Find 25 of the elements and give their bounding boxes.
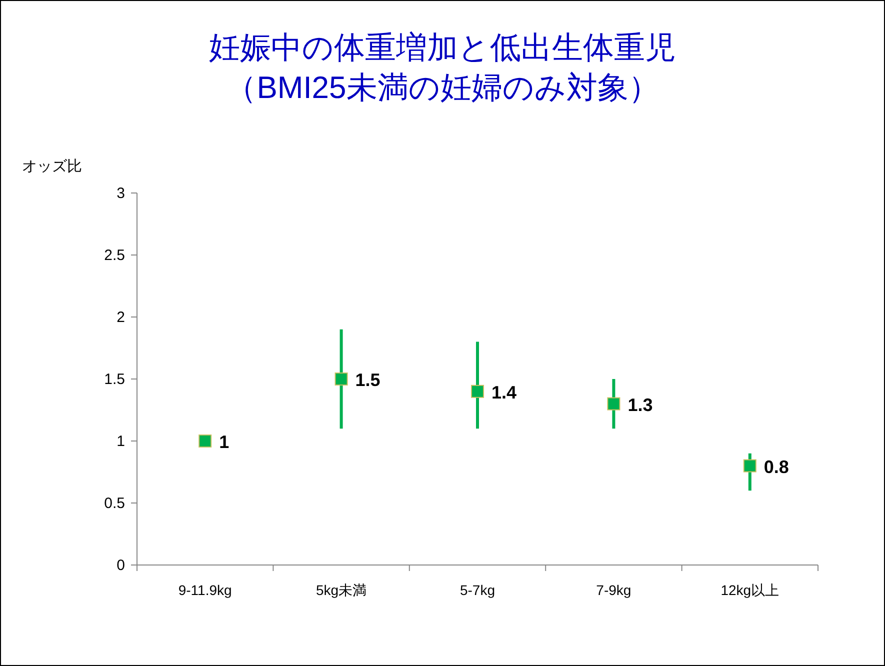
y-tick-label: 1.5 [104, 371, 125, 388]
x-tick-label: 9-11.9kg [178, 582, 232, 598]
x-tick-label: 5kg未満 [316, 582, 367, 598]
y-tick-label: 0.5 [104, 495, 125, 512]
x-tick-label: 7-9kg [596, 582, 632, 598]
point [607, 397, 620, 410]
chart-title: 妊娠中の体重増加と低出生体重児 [209, 30, 676, 65]
point [743, 459, 756, 472]
y-tick-label: 1 [116, 433, 125, 450]
x-tick-label: 12kg以上 [720, 582, 780, 598]
data-label: 0.8 [764, 456, 789, 477]
y-tick-label: 3 [116, 185, 125, 202]
point [334, 372, 348, 386]
data-label: 1 [219, 432, 230, 452]
y-tick-label: 0 [116, 557, 125, 574]
y-tick-label: 2.5 [104, 247, 125, 264]
x-tick-label: 5-7kg [460, 582, 496, 598]
data-label: 1.3 [628, 394, 653, 415]
chart-subtitle: （BMI25未満の妊婦のみ対象） [226, 70, 660, 105]
point [471, 384, 484, 398]
data-label: 1.5 [355, 370, 380, 390]
data-label: 1.4 [492, 382, 517, 402]
y-axis-title: オッズ比 [22, 158, 82, 175]
y-tick-label: 2 [116, 309, 125, 326]
point [198, 434, 212, 448]
